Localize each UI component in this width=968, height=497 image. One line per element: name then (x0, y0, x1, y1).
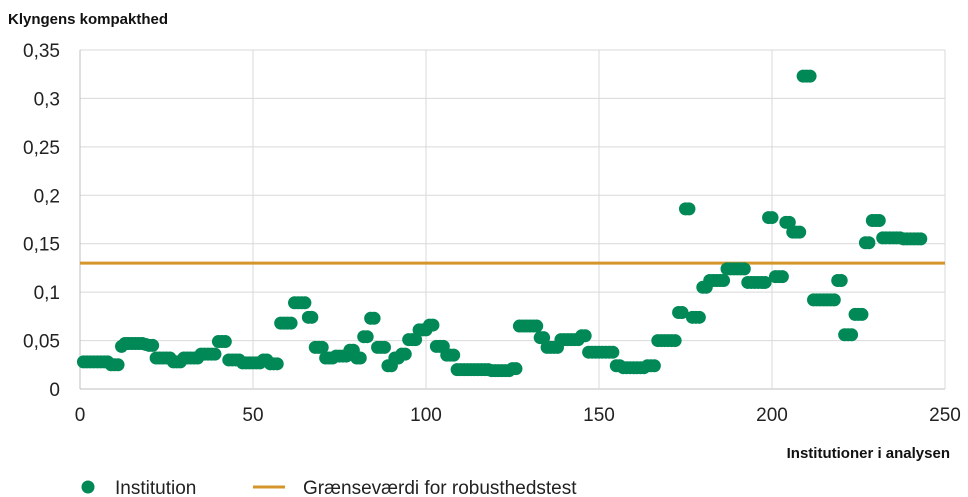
data-point (218, 335, 232, 349)
y-axis-title: Klyngens kompakthed (8, 11, 168, 28)
x-axis-title: Institutioner i analysen (787, 445, 950, 462)
data-point (827, 293, 841, 307)
data-point (208, 347, 222, 361)
data-point (793, 225, 807, 239)
data-point (647, 359, 661, 373)
y-tick-label: 0,25 (23, 138, 60, 159)
data-point (284, 316, 298, 330)
y-tick-label: 0 (49, 380, 60, 401)
data-point (675, 305, 689, 319)
x-tick-label: 50 (242, 405, 263, 426)
data-point (682, 202, 696, 216)
data-point (717, 274, 731, 288)
y-tick-label: 0,2 (34, 186, 60, 207)
data-point (872, 213, 886, 227)
data-point (111, 358, 125, 372)
y-tick-label: 0,05 (23, 332, 60, 353)
x-tick-label: 0 (75, 405, 86, 426)
data-point (914, 232, 928, 246)
y-tick-label: 0,1 (34, 283, 60, 304)
data-point (855, 307, 869, 321)
x-tick-label: 100 (410, 405, 442, 426)
data-point (367, 311, 381, 325)
data-point (398, 347, 412, 361)
data-point (426, 318, 440, 332)
data-point (692, 310, 706, 324)
data-point (315, 340, 329, 354)
data-point (270, 357, 284, 371)
data-point (146, 338, 160, 352)
data-point (578, 329, 592, 343)
data-point (765, 211, 779, 225)
data-point (758, 275, 772, 289)
data-point (353, 351, 367, 365)
y-axis-ticks: 0 0,05 0,1 0,15 0,2 0,25 0,3 0,35 (23, 41, 60, 401)
data-point (360, 330, 374, 344)
data-point (862, 236, 876, 250)
x-tick-label: 150 (583, 405, 615, 426)
data-point (775, 270, 789, 284)
y-tick-label: 0,3 (34, 89, 60, 110)
data-points (76, 69, 928, 378)
data-point (530, 319, 544, 333)
legend-threshold-label: Grænseværdi for robusthedstest (303, 478, 577, 497)
data-point (834, 274, 848, 288)
data-point (737, 262, 751, 276)
data-point (509, 362, 523, 376)
legend: Institution Grænseværdi for robusthedste… (81, 478, 577, 497)
data-point (377, 340, 391, 354)
legend-institution-marker (81, 480, 95, 494)
data-point (298, 296, 312, 310)
data-point (447, 348, 461, 362)
y-tick-label: 0,15 (23, 235, 60, 256)
x-tick-label: 200 (756, 405, 788, 426)
x-axis-ticks: 0 50 100 150 200 250 (75, 405, 961, 426)
data-point (305, 310, 319, 324)
data-point (606, 345, 620, 359)
legend-institution-label: Institution (115, 478, 196, 497)
x-tick-label: 250 (929, 405, 961, 426)
y-tick-label: 0,35 (23, 41, 60, 62)
data-point (803, 69, 817, 83)
grid-lines (79, 49, 946, 390)
data-point (845, 328, 859, 342)
data-point (668, 334, 682, 348)
